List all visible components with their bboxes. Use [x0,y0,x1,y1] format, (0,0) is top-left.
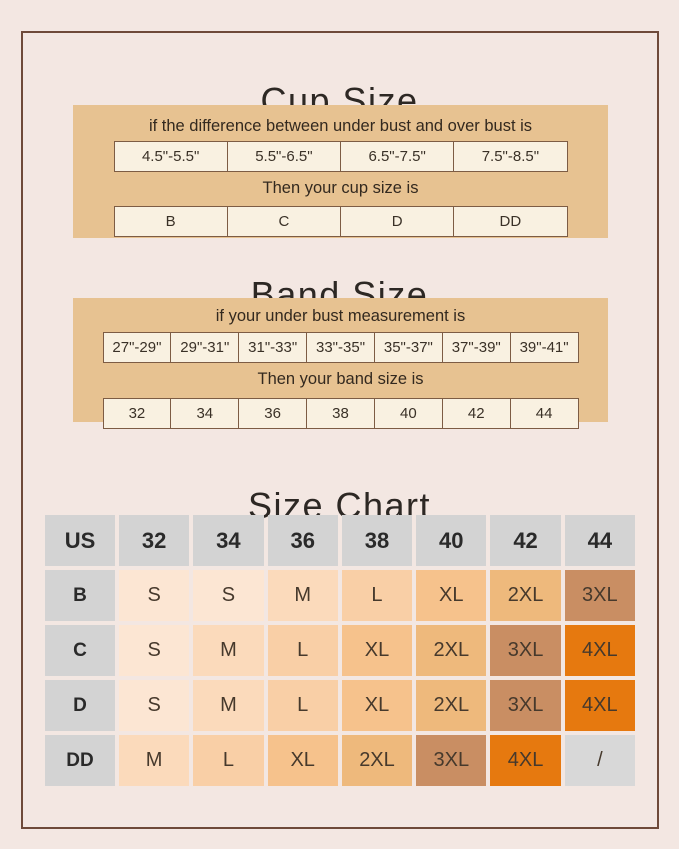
band-range-cell: 35"-37" [374,332,443,363]
cup-letter-cell: B [113,206,228,237]
sizechart-size-cell: 3XL [490,625,561,676]
band-size-cell: 40 [374,398,443,429]
cup-range-cell: 4.5"-5.5" [113,141,228,172]
cup-letter-cell: C [227,206,341,237]
cup-letter-cell: DD [454,206,568,237]
sizechart-size-cell: 4XL [490,735,561,786]
band-range-cell: 31"-33" [239,332,308,363]
sizechart-size-cell: 2XL [416,680,487,731]
band-size-cell: 42 [442,398,511,429]
sizechart-size-cell: XL [267,735,338,786]
sizechart-cup-header-cell: B [45,570,115,621]
sizechart-band-header-cell: 36 [267,515,338,566]
cup-range-cell: 6.5"-7.5" [341,141,455,172]
band-range-cell: 39"-41" [510,332,579,363]
sizechart-band-header-cell: 42 [490,515,561,566]
band-size-instruction: if your under bust measurement is [215,307,466,325]
sizechart-size-cell: 3XL [490,680,561,731]
sizechart-size-cell: XL [341,680,413,731]
sizechart-band-header-cell: 32 [119,515,190,566]
sizechart-cup-header-cell: DD [45,735,115,786]
sizechart-size-cell: XL [341,625,413,676]
sizechart-size-cell: S [119,625,190,676]
cup-size-instruction: if the difference between under bust and… [148,117,533,135]
cup-range-cell: 7.5"-8.5" [454,141,568,172]
sizechart-band-header-cell: 44 [564,515,635,566]
sizechart-cup-header-cell: D [45,680,115,731]
sizechart-size-cell: L [193,735,264,786]
sizechart-size-cell: M [119,735,190,786]
sizechart-band-header-cell: 38 [341,515,413,566]
cup-letter-cell: D [341,206,455,237]
sizechart-size-cell: S [119,570,190,621]
sizechart-cup-header-cell: C [45,625,115,676]
band-size-cell: 32 [102,398,172,429]
sizechart-size-cell: L [267,680,338,731]
band-range-row: 27"-29" 29"-31" 31"-33" 33"-35" 35"-37" 37"-3… [102,332,579,363]
sizechart-size-cell: 4XL [564,625,635,676]
band-range-cell: 27"-29" [102,332,172,363]
sizechart-size-cell: 3XL [564,570,635,621]
band-result-label: Then your band size is [257,370,424,388]
size-chart-table: US 32 34 36 38 40 42 44 B S S M L XL 2XL 3XL C S M L XL 2XL 3X… [45,515,635,786]
sizechart-size-cell: S [193,570,264,621]
sizechart-corner-cell: US [45,515,115,566]
cup-range-cell: 5.5"-6.5" [227,141,341,172]
band-size-cell: 36 [239,398,308,429]
band-size-panel: if your under bust measurement is 27"-29… [73,298,608,429]
sizechart-size-cell: 2XL [341,735,413,786]
sizechart-size-cell: M [193,680,264,731]
band-range-cell: 37"-39" [442,332,511,363]
cup-result-label: Then your cup size is [262,179,419,197]
band-range-cell: 29"-31" [171,332,240,363]
sizechart-size-cell: L [267,625,338,676]
sizechart-size-cell: M [267,570,338,621]
cup-range-row: 4.5"-5.5" 5.5"-6.5" 6.5"-7.5" 7.5"-8.5" [113,141,568,172]
sizechart-size-cell: L [341,570,413,621]
band-size-row: 32 34 36 38 40 42 44 [102,398,579,429]
band-range-cell: 33"-35" [307,332,375,363]
sizechart-size-cell: 3XL [416,735,487,786]
sizechart-size-cell: M [193,625,264,676]
band-size-cell: 44 [510,398,579,429]
sizechart-size-cell: XL [416,570,487,621]
cup-letter-row: B C D DD [113,206,568,237]
sizechart-band-header-cell: 34 [193,515,264,566]
band-size-cell: 38 [307,398,375,429]
cup-size-panel: if the difference between under bust and… [73,105,608,238]
sizechart-size-cell: / [564,735,635,786]
sizechart-size-cell: 2XL [490,570,561,621]
sizechart-band-header-cell: 40 [416,515,487,566]
sizechart-size-cell: 4XL [564,680,635,731]
band-size-cell: 34 [171,398,240,429]
sizechart-size-cell: S [119,680,190,731]
sizechart-size-cell: 2XL [416,625,487,676]
